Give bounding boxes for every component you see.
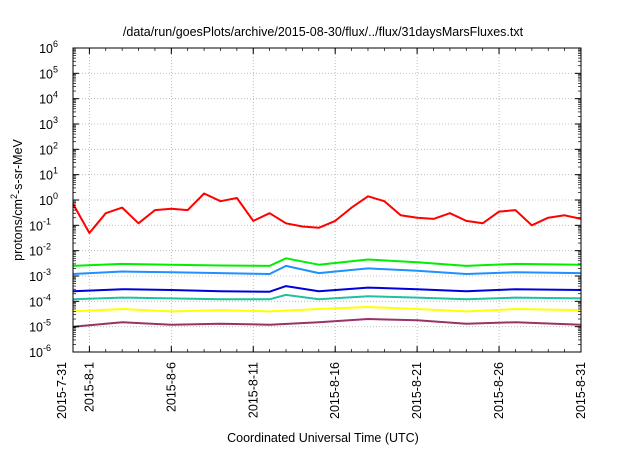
y-tick-label: 105: [39, 64, 58, 81]
plot-frame: [72, 47, 582, 353]
x-tick-label: 2015-8-31: [574, 362, 588, 419]
y-tick-label: 106: [39, 39, 58, 56]
series-line-4: [72, 285, 582, 293]
y-tick-exponent: -6: [43, 343, 51, 353]
y-tick-label: 10-6: [29, 343, 51, 360]
y-tick-label: 100: [39, 191, 58, 208]
y-tick-base: 10: [39, 118, 53, 132]
x-axis-label: Coordinated Universal Time (UTC): [227, 431, 419, 445]
y-tick-label: 10-4: [29, 292, 51, 309]
series-line-2: [72, 257, 582, 267]
y-axis-label: protons/cm2-s-sr-MeV: [9, 138, 25, 260]
y-tick-label: 102: [39, 140, 58, 157]
x-tick-label: 2015-8-26: [492, 362, 506, 419]
y-tick-base: 10: [29, 270, 43, 284]
x-tick-label: 2015-8-21: [410, 362, 424, 419]
y-tick-exponent: -5: [43, 318, 51, 328]
y-tick-exponent: 2: [53, 140, 58, 150]
y-tick-exponent: -4: [43, 292, 51, 302]
y-tick-label: 10-2: [29, 242, 51, 259]
y-tick-base: 10: [39, 169, 53, 183]
x-tick-label: 2015-8-11: [246, 362, 260, 418]
y-tick-exponent: -1: [43, 216, 51, 226]
y-tick-exponent: -2: [43, 242, 51, 252]
x-tick-label: 2015-8-1: [82, 362, 96, 412]
y-tick-label: 10-5: [29, 318, 51, 335]
y-axis-label-unit: protons/cm: [11, 199, 25, 261]
y-tick-exponent: -3: [43, 267, 51, 277]
y-tick-exponent: 1: [53, 166, 58, 176]
y-tick-label: 10-3: [29, 267, 51, 284]
y-tick-exponent: 4: [53, 90, 58, 100]
series-layer: [72, 192, 582, 328]
series-line-6: [72, 306, 582, 313]
grid-lines: [73, 48, 581, 352]
axis-ticks: [72, 47, 582, 353]
y-tick-label: 101: [39, 166, 58, 183]
y-tick-base: 10: [39, 143, 53, 157]
y-tick-base: 10: [39, 194, 53, 208]
series-line-1: [72, 192, 582, 234]
y-tick-exponent: 3: [53, 115, 58, 125]
y-tick-base: 10: [29, 245, 43, 259]
y-tick-base: 10: [39, 42, 53, 56]
x-tick-label: 2015-8-16: [328, 362, 342, 419]
y-tick-labels: 10-610-510-410-310-210-11001011021031041…: [29, 39, 58, 360]
y-tick-base: 10: [29, 346, 43, 360]
y-axis-label-exponent: 2: [9, 194, 19, 199]
y-axis-label-rest: -s-sr-MeV: [11, 138, 25, 194]
y-tick-base: 10: [39, 67, 53, 81]
x-tick-label: 2015-8-6: [164, 362, 178, 412]
series-line-7: [72, 318, 582, 328]
y-tick-exponent: 0: [53, 191, 58, 201]
y-tick-exponent: 5: [53, 64, 58, 74]
series-line-3: [72, 264, 582, 275]
y-tick-label: 103: [39, 115, 58, 132]
y-tick-exponent: 6: [53, 39, 58, 49]
x-tick-label: 2015-7-31: [55, 362, 69, 419]
y-tick-label: 10-1: [29, 216, 51, 233]
chart-title: /data/run/goesPlots/archive/2015-08-30/f…: [123, 25, 524, 39]
y-tick-base: 10: [29, 321, 43, 335]
x-tick-labels: 2015-7-31 2015-8-1 2015-8-6 2015-8-11 2015-8…: [55, 362, 588, 419]
y-tick-base: 10: [39, 93, 53, 107]
y-tick-label: 104: [39, 90, 58, 107]
series-line-5: [72, 293, 582, 301]
y-tick-base: 10: [29, 295, 43, 309]
y-tick-base: 10: [29, 219, 43, 233]
